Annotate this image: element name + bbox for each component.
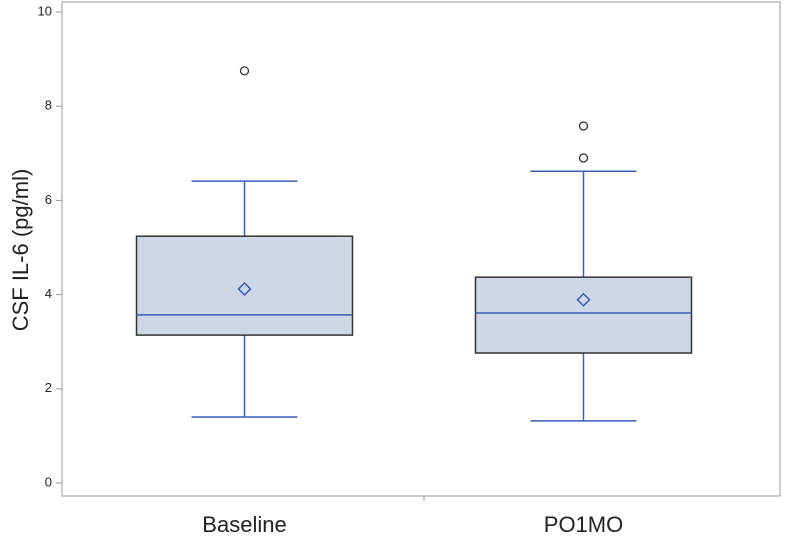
x-tick-label: Baseline bbox=[202, 512, 286, 537]
y-tick-label: 8 bbox=[45, 98, 52, 113]
outlier bbox=[578, 121, 589, 131]
mean-marker bbox=[576, 292, 591, 307]
y-tick-label: 6 bbox=[45, 192, 52, 207]
y-tick-label: 0 bbox=[45, 474, 52, 489]
y-tick-label: 2 bbox=[45, 380, 52, 395]
mean-marker bbox=[237, 281, 252, 297]
x-tick-label: PO1MO bbox=[544, 512, 623, 537]
plot-frame bbox=[61, 1, 781, 497]
y-tick-label: 10 bbox=[38, 3, 52, 18]
y-tick-label: 4 bbox=[45, 286, 52, 301]
box bbox=[135, 235, 354, 336]
outlier bbox=[239, 66, 250, 76]
outlier bbox=[578, 153, 589, 163]
box bbox=[474, 276, 693, 354]
y-axis-label: CSF IL-6 (pg/ml) bbox=[8, 169, 33, 332]
